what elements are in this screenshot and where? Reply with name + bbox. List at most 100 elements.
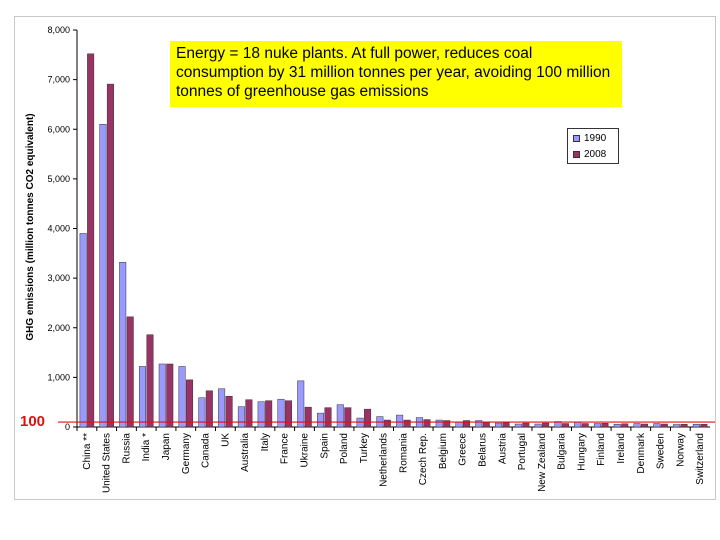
x-category-label: Finland bbox=[596, 433, 607, 466]
x-category-labels: China ** United States Russia India * Japan G… bbox=[82, 432, 706, 493]
y-tick-label: 6,000 bbox=[47, 124, 70, 134]
legend-entry-1990: 1990 bbox=[573, 132, 606, 144]
x-category-label: Hungary bbox=[576, 433, 587, 471]
x-category-label: Sweden bbox=[656, 433, 667, 469]
x-category-label: Bulgaria bbox=[557, 433, 568, 470]
bar-1990 bbox=[79, 233, 87, 428]
y-tick-label: 5,000 bbox=[47, 174, 70, 184]
bar-1990 bbox=[336, 404, 344, 428]
bar-2008 bbox=[581, 423, 589, 428]
x-category-label: UK bbox=[220, 433, 231, 447]
bar-1990 bbox=[237, 406, 245, 428]
bar-1990 bbox=[99, 124, 107, 428]
bar-1990 bbox=[435, 419, 443, 428]
bar-1990 bbox=[633, 423, 641, 428]
bar-2008 bbox=[166, 363, 174, 428]
bar-2008 bbox=[186, 379, 194, 428]
bar-2008 bbox=[462, 420, 470, 428]
bar-1990 bbox=[257, 401, 265, 428]
bar-1990 bbox=[455, 421, 463, 428]
bar-2008 bbox=[304, 406, 312, 428]
bar-1990 bbox=[198, 397, 206, 428]
bar-2008 bbox=[601, 423, 609, 428]
x-category-label: Denmark bbox=[636, 432, 647, 474]
x-category-label: Ukraine bbox=[299, 433, 310, 468]
bar-2008 bbox=[522, 422, 530, 428]
x-category-label: Norway bbox=[675, 433, 686, 467]
bar-2008 bbox=[87, 53, 95, 428]
y-tick-label: 3,000 bbox=[47, 273, 70, 283]
bar-2008 bbox=[364, 408, 372, 428]
x-category-label: Belarus bbox=[478, 433, 489, 467]
bar-1990 bbox=[653, 423, 661, 428]
x-category-label: Belgium bbox=[438, 433, 449, 469]
bar-1990 bbox=[534, 423, 542, 428]
bar-1990 bbox=[593, 423, 601, 428]
bar-1990 bbox=[178, 366, 186, 428]
bar-1990 bbox=[613, 424, 621, 428]
legend-entry-2008: 2008 bbox=[573, 148, 606, 160]
x-category-label: New Zealand bbox=[537, 433, 548, 492]
y-axis-label: GHG emissions (million tonnes CO2 equiva… bbox=[25, 113, 36, 340]
bar-1990 bbox=[692, 424, 700, 428]
bar-1990 bbox=[514, 423, 522, 428]
legend-swatch-2008 bbox=[573, 150, 580, 158]
x-category-label: Greece bbox=[458, 433, 469, 466]
bar-1990 bbox=[317, 412, 325, 428]
y-tick-label: 4,000 bbox=[47, 224, 70, 234]
bar-2008 bbox=[146, 334, 154, 428]
x-category-label: Austria bbox=[497, 433, 508, 465]
bar-2008 bbox=[680, 424, 688, 428]
bar-2008 bbox=[403, 419, 411, 428]
bar-2008 bbox=[106, 83, 114, 428]
bar-1990 bbox=[396, 414, 404, 428]
bar-1990 bbox=[277, 398, 285, 428]
bar-2008 bbox=[205, 390, 213, 428]
x-category-label: Italy bbox=[260, 433, 271, 451]
x-category-label: Netherlands bbox=[379, 433, 390, 487]
y-tick-label: 1,000 bbox=[47, 372, 70, 382]
bar-1990 bbox=[218, 388, 226, 428]
x-category-label: Turkey bbox=[359, 433, 370, 463]
x-category-label: Ireland bbox=[616, 433, 627, 464]
bar-2008 bbox=[621, 423, 629, 428]
x-category-label: Germany bbox=[181, 433, 192, 474]
bar-2008 bbox=[344, 407, 352, 428]
x-category-label: Spain bbox=[319, 433, 330, 459]
legend-label-1990: 1990 bbox=[584, 132, 607, 144]
y-tick-label: 7,000 bbox=[47, 75, 70, 85]
x-category-label: India * bbox=[141, 433, 152, 461]
bar-1990 bbox=[138, 366, 146, 428]
x-category-label: Poland bbox=[339, 433, 350, 464]
x-category-label: China ** bbox=[82, 433, 93, 470]
bar-1990 bbox=[158, 363, 166, 428]
bar-2008 bbox=[225, 395, 233, 428]
x-category-label: Czech Rep. bbox=[418, 433, 429, 485]
x-category-label: Russia bbox=[121, 433, 132, 464]
bar-2008 bbox=[700, 424, 708, 428]
bar-2008 bbox=[641, 423, 649, 428]
x-category-label: Romania bbox=[398, 433, 409, 473]
legend: 1990 2008 bbox=[567, 128, 619, 164]
reference-line-label: 100 bbox=[20, 413, 46, 430]
x-category-label: Canada bbox=[201, 433, 212, 468]
bar-2008 bbox=[126, 316, 134, 428]
bar-2008 bbox=[324, 407, 332, 428]
y-tick-label: 0 bbox=[65, 422, 70, 432]
bar-2008 bbox=[265, 400, 273, 428]
bar-2008 bbox=[660, 423, 668, 428]
x-category-label: France bbox=[280, 433, 291, 465]
x-category-label: Portugal bbox=[517, 433, 528, 470]
bar-2008 bbox=[561, 423, 569, 428]
bar-1990 bbox=[297, 380, 305, 428]
legend-swatch-1990 bbox=[573, 134, 580, 142]
y-tick-labels: 0 1,000 2,000 3,000 4,000 5,000 6,000 7,000 8,00… bbox=[47, 25, 70, 432]
bar-1990 bbox=[119, 261, 127, 428]
y-tick-label: 2,000 bbox=[47, 323, 70, 333]
legend-label-2008: 2008 bbox=[584, 148, 607, 160]
bar-2008 bbox=[542, 422, 550, 428]
x-category-label: Australia bbox=[240, 433, 251, 472]
bar-2008 bbox=[443, 420, 451, 428]
bar-2008 bbox=[245, 399, 253, 428]
